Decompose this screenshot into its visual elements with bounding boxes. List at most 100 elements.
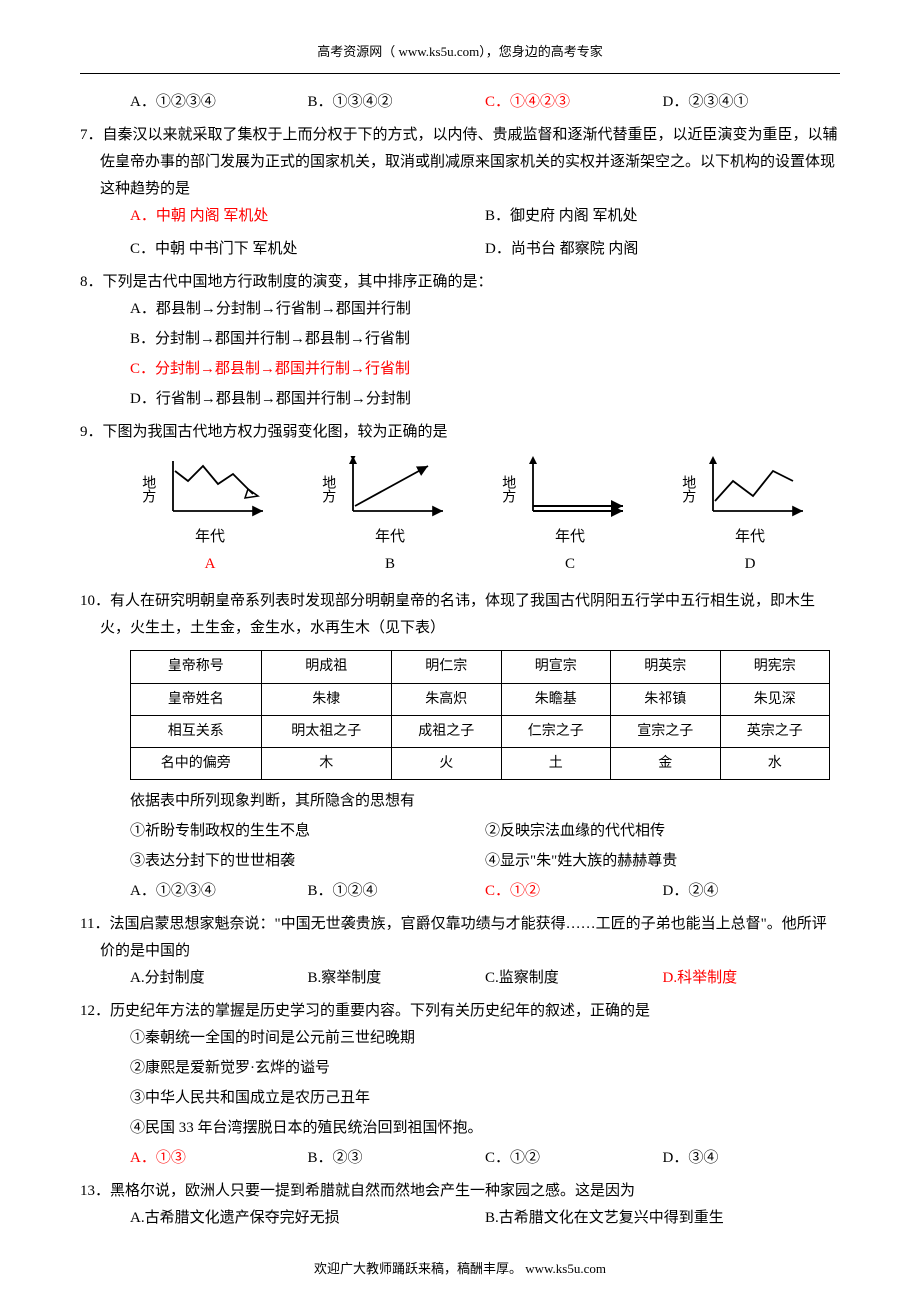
table-cell: 相互关系 — [131, 715, 262, 747]
chart-d-ylabel: 地方 — [675, 475, 700, 503]
chart-b-label: B — [315, 551, 465, 578]
question-9: 9．下图为我国古代地方权力强弱变化图，较为正确的是 地方 年代 A 地方 — [80, 419, 840, 578]
table-cell: 明仁宗 — [392, 651, 502, 683]
table-cell: 明宪宗 — [720, 651, 830, 683]
q13-text: 13．黑格尔说，欧洲人只要一提到希腊就自然而然地会产生一种家园之感。这是因为 — [80, 1178, 840, 1205]
chart-d-xlabel: 年代 — [675, 524, 825, 551]
q13-option-a: A.古希腊文化遗产保夺完好无损 — [130, 1205, 485, 1232]
q12-option-c: C．①② — [485, 1145, 663, 1172]
table-cell: 皇帝称号 — [131, 651, 262, 683]
q8-option-c-answer: C．分封制→郡县制→郡国并行制→行省制 — [80, 356, 840, 383]
option-d: D．②③④① — [663, 89, 841, 116]
q10-item1: ①祈盼专制政权的生生不息 — [130, 818, 485, 845]
q10-subtext: 依据表中所列现象判断，其所隐含的思想有 — [80, 788, 840, 815]
q12-option-b: B．②③ — [308, 1145, 486, 1172]
q9-charts: 地方 年代 A 地方 — [80, 456, 840, 578]
q7-option-d: D．尚书台 都察院 内阁 — [485, 236, 840, 263]
q8-text: 8．下列是古代中国地方行政制度的演变，其中排序正确的是： — [80, 269, 840, 296]
table-cell: 土 — [501, 747, 611, 779]
chart-b-xlabel: 年代 — [315, 524, 465, 551]
chart-a-label: A — [135, 551, 285, 578]
question-11: 11．法国启蒙思想家魁奈说："中国无世袭贵族，官爵仅靠功绩与才能获得……工匠的子… — [80, 911, 840, 992]
question-7: 7．自秦汉以来就采取了集权于上而分权于下的方式，以内侍、贵戚监督和逐渐代替重臣，… — [80, 122, 840, 263]
question-12: 12．历史纪年方法的掌握是历史学习的重要内容。下列有关历史纪年的叙述，正确的是 … — [80, 998, 840, 1172]
q12-item1: ①秦朝统一全国的时间是公元前三世纪晚期 — [80, 1025, 840, 1052]
question-13: 13．黑格尔说，欧洲人只要一提到希腊就自然而然地会产生一种家园之感。这是因为 A… — [80, 1178, 840, 1232]
q11-option-d-answer: D.科举制度 — [663, 965, 841, 992]
table-cell: 明英宗 — [611, 651, 721, 683]
q12-option-a-answer: A．①③ — [130, 1145, 308, 1172]
table-cell: 明成祖 — [261, 651, 392, 683]
table-cell: 朱见深 — [720, 683, 830, 715]
option-c-answer: C．①④②③ — [485, 89, 663, 116]
table-cell: 成祖之子 — [392, 715, 502, 747]
q11-option-c: C.监察制度 — [485, 965, 663, 992]
q9-text: 9．下图为我国古代地方权力强弱变化图，较为正确的是 — [80, 419, 840, 446]
q10-option-b: B．①②④ — [308, 878, 486, 905]
table-cell: 金 — [611, 747, 721, 779]
q11-option-a: A.分封制度 — [130, 965, 308, 992]
table-cell: 朱祁镇 — [611, 683, 721, 715]
q10-option-c-answer: C．①② — [485, 878, 663, 905]
q10-item2: ②反映宗法血缘的代代相传 — [485, 818, 840, 845]
option-a: A．①②③④ — [130, 89, 308, 116]
q10-item4: ④显示"朱"姓大族的赫赫尊贵 — [485, 848, 840, 875]
chart-d: 地方 年代 D — [675, 456, 825, 578]
table-cell: 明宣宗 — [501, 651, 611, 683]
table-cell: 宣宗之子 — [611, 715, 721, 747]
chart-a-xlabel: 年代 — [135, 524, 285, 551]
chart-a: 地方 年代 A — [135, 456, 285, 578]
page-footer: 欢迎广大教师踊跃来稿，稿酬丰厚。 www.ks5u.com — [80, 1257, 840, 1280]
q11-option-b: B.察举制度 — [308, 965, 486, 992]
table-row: 名中的偏旁 木 火 土 金 水 — [131, 747, 830, 779]
q12-item3: ③中华人民共和国成立是农历己丑年 — [80, 1085, 840, 1112]
option-b: B．①③④② — [308, 89, 486, 116]
chart-d-svg — [703, 456, 813, 521]
q7-text: 7．自秦汉以来就采取了集权于上而分权于下的方式，以内侍、贵戚监督和逐渐代替重臣，… — [80, 122, 840, 203]
q10-option-a: A．①②③④ — [130, 878, 308, 905]
q12-item4: ④民国 33 年台湾摆脱日本的殖民统治回到祖国怀抱。 — [80, 1115, 840, 1142]
chart-a-ylabel: 地方 — [135, 475, 160, 503]
header-divider — [80, 73, 840, 74]
q7-option-c: C．中朝 中书门下 军机处 — [130, 236, 485, 263]
chart-c-xlabel: 年代 — [495, 524, 645, 551]
chart-a-svg — [163, 456, 273, 521]
table-cell: 名中的偏旁 — [131, 747, 262, 779]
page-header: 高考资源网（ www.ks5u.com），您身边的高考专家 — [80, 40, 840, 63]
table-cell: 水 — [720, 747, 830, 779]
table-cell: 木 — [261, 747, 392, 779]
q10-item3: ③表达分封下的世世相袭 — [130, 848, 485, 875]
chart-b-ylabel: 地方 — [315, 475, 340, 503]
table-cell: 朱棣 — [261, 683, 392, 715]
question-8: 8．下列是古代中国地方行政制度的演变，其中排序正确的是： A．郡县制→分封制→行… — [80, 269, 840, 413]
q8-option-b: B．分封制→郡国并行制→郡县制→行省制 — [80, 326, 840, 353]
chart-c-svg — [523, 456, 633, 521]
pre-options-row: A．①②③④ B．①③④② C．①④②③ D．②③④① — [80, 89, 840, 116]
table-row: 相互关系 明太祖之子 成祖之子 仁宗之子 宣宗之子 英宗之子 — [131, 715, 830, 747]
q11-text: 11．法国启蒙思想家魁奈说："中国无世袭贵族，官爵仅靠功绩与才能获得……工匠的子… — [80, 911, 840, 965]
q12-option-d: D．③④ — [663, 1145, 841, 1172]
q12-item2: ②康熙是爱新觉罗·玄烨的谥号 — [80, 1055, 840, 1082]
table-cell: 朱高炽 — [392, 683, 502, 715]
q10-text: 10．有人在研究明朝皇帝系列表时发现部分明朝皇帝的名讳，体现了我国古代阴阳五行学… — [80, 588, 840, 642]
table-cell: 朱瞻基 — [501, 683, 611, 715]
table-cell: 皇帝姓名 — [131, 683, 262, 715]
chart-d-label: D — [675, 551, 825, 578]
chart-c: 地方 年代 C — [495, 456, 645, 578]
table-cell: 仁宗之子 — [501, 715, 611, 747]
q8-option-d: D．行省制→郡县制→郡国并行制→分封制 — [80, 386, 840, 413]
question-10: 10．有人在研究明朝皇帝系列表时发现部分明朝皇帝的名讳，体现了我国古代阴阳五行学… — [80, 588, 840, 905]
q10-option-d: D．②④ — [663, 878, 841, 905]
table-row: 皇帝姓名 朱棣 朱高炽 朱瞻基 朱祁镇 朱见深 — [131, 683, 830, 715]
q13-option-b: B.古希腊文化在文艺复兴中得到重生 — [485, 1205, 840, 1232]
q8-option-a: A．郡县制→分封制→行省制→郡国并行制 — [80, 296, 840, 323]
q12-text: 12．历史纪年方法的掌握是历史学习的重要内容。下列有关历史纪年的叙述，正确的是 — [80, 998, 840, 1025]
table-cell: 英宗之子 — [720, 715, 830, 747]
table-cell: 明太祖之子 — [261, 715, 392, 747]
chart-c-ylabel: 地方 — [495, 475, 520, 503]
table-header-row: 皇帝称号 明成祖 明仁宗 明宣宗 明英宗 明宪宗 — [131, 651, 830, 683]
chart-b-svg — [343, 456, 453, 521]
chart-c-label: C — [495, 551, 645, 578]
table-cell: 火 — [392, 747, 502, 779]
chart-b: 地方 年代 B — [315, 456, 465, 578]
